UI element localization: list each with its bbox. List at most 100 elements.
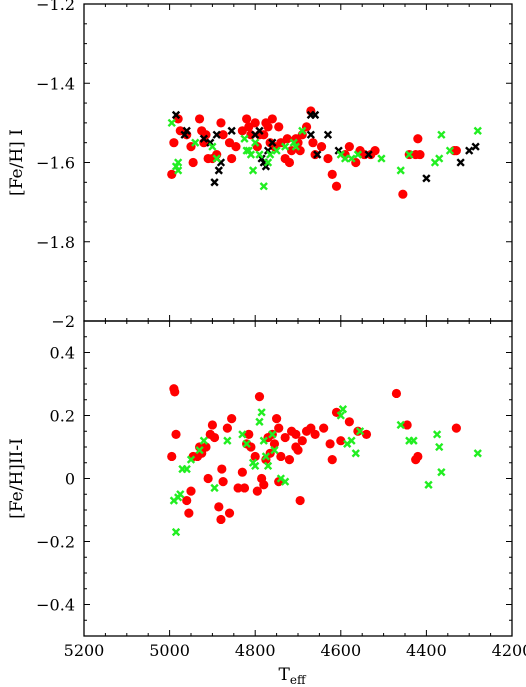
bottom-point-cross bbox=[257, 408, 266, 417]
top-cross-stroke bbox=[473, 126, 482, 135]
bottom-cross-stroke bbox=[347, 436, 356, 445]
top-point-cross bbox=[266, 150, 275, 159]
top-point-cross bbox=[353, 150, 363, 159]
bottom-y-axis-title: [Fe/H]II-I bbox=[7, 438, 27, 519]
bottom-point-cross bbox=[176, 490, 185, 499]
top-point-cross bbox=[174, 166, 183, 175]
top-point-cross bbox=[298, 126, 307, 135]
top-cross-stroke bbox=[240, 134, 249, 143]
top-point-cross bbox=[212, 130, 221, 139]
top-point-circle bbox=[284, 157, 295, 168]
top-cross-stroke bbox=[353, 150, 363, 159]
top-cross-stroke bbox=[180, 130, 189, 139]
bottom-point-circle bbox=[171, 429, 181, 439]
bottom-point-circle bbox=[254, 392, 265, 402]
bottom-point-cross bbox=[255, 417, 264, 426]
bottom-cross-stroke bbox=[351, 449, 360, 458]
top-point-circle bbox=[250, 118, 260, 128]
top-point-cross bbox=[261, 162, 271, 171]
bottom-point-circle bbox=[274, 423, 284, 433]
top-cross-stroke bbox=[289, 138, 298, 147]
top-cross-stroke bbox=[334, 146, 343, 155]
bottom-point-cross bbox=[347, 436, 356, 445]
top-cross-stroke bbox=[251, 138, 260, 147]
top-cross-stroke bbox=[465, 146, 474, 155]
top-point-cross bbox=[445, 146, 455, 155]
top-point-cross bbox=[456, 158, 465, 167]
bottom-point-cross bbox=[355, 427, 365, 436]
bottom-point-cross bbox=[195, 446, 204, 455]
bottom-point-circle bbox=[207, 420, 217, 430]
bottom-cross-stroke bbox=[409, 436, 418, 445]
bottom-point-circle bbox=[291, 429, 301, 439]
bottom-point-circle bbox=[201, 442, 211, 452]
top-y-tick-label: −2 bbox=[51, 312, 75, 331]
bottom-cross-stroke bbox=[176, 490, 185, 499]
top-cross-stroke bbox=[272, 146, 281, 155]
bottom-point-cross bbox=[182, 464, 191, 474]
bottom-point-cross bbox=[432, 430, 442, 439]
bottom-x-tick-label: 5000 bbox=[149, 641, 190, 660]
bottom-point-circle bbox=[391, 388, 402, 399]
top-cross-stroke bbox=[323, 130, 333, 139]
bottom-cross-stroke bbox=[432, 430, 442, 439]
top-cross-stroke bbox=[244, 146, 253, 155]
bottom-point-cross bbox=[281, 477, 290, 486]
top-point-circle bbox=[227, 153, 237, 164]
top-cross-stroke bbox=[171, 110, 181, 120]
top-point-cross bbox=[259, 182, 268, 191]
bottom-panel: 0.4 0.2 0 −0.2 −0.4 5200 5000 4800 4600 4400 4200 [… bbox=[7, 320, 526, 687]
top-y-tick-label: −1.4 bbox=[36, 74, 75, 93]
top-point-cross bbox=[210, 178, 219, 187]
bottom-y-tick-label: −0.2 bbox=[36, 533, 75, 552]
top-cross-stroke bbox=[377, 154, 386, 163]
bottom-point-circle bbox=[170, 387, 180, 397]
top-point-cross bbox=[206, 138, 215, 147]
bottom-cross-stroke bbox=[437, 468, 446, 477]
bottom-point-cross bbox=[338, 405, 348, 414]
top-cross-stroke bbox=[347, 154, 356, 163]
bottom-point-cross bbox=[238, 430, 247, 439]
top-cross-stroke bbox=[257, 154, 266, 163]
bottom-point-cross bbox=[263, 461, 273, 471]
bottom-cross-stroke bbox=[255, 417, 264, 426]
top-point-cross bbox=[465, 146, 474, 155]
top-point-cross bbox=[180, 130, 189, 139]
bottom-point-circle bbox=[284, 455, 295, 465]
top-cross-stroke bbox=[445, 146, 455, 155]
top-point-cross bbox=[310, 110, 320, 120]
top-cross-stroke bbox=[268, 138, 277, 147]
top-point-cross bbox=[214, 166, 223, 175]
top-cross-stroke bbox=[259, 182, 268, 191]
top-point-circle bbox=[218, 130, 228, 140]
bottom-cross-stroke bbox=[186, 455, 196, 464]
top-cross-stroke bbox=[313, 150, 322, 159]
top-point-circle bbox=[327, 169, 337, 179]
top-cross-stroke bbox=[210, 178, 219, 187]
top-cross-stroke bbox=[471, 142, 480, 151]
bottom-cross-stroke bbox=[242, 439, 251, 448]
bottom-point-cross bbox=[259, 436, 268, 445]
bottom-point-circle bbox=[276, 451, 286, 462]
top-point-circle bbox=[242, 114, 252, 124]
bottom-point-circle bbox=[209, 432, 220, 443]
top-point-cross bbox=[334, 146, 343, 155]
bottom-cross-stroke bbox=[223, 436, 232, 445]
top-cross-stroke bbox=[405, 150, 414, 159]
bottom-x-tick-label: 4200 bbox=[492, 641, 526, 660]
bottom-cross-stroke bbox=[263, 461, 273, 471]
bottom-cross-stroke bbox=[424, 480, 433, 489]
top-cross-stroke bbox=[242, 146, 251, 155]
top-point-circle bbox=[194, 114, 205, 124]
bottom-cross-stroke bbox=[210, 483, 219, 493]
top-point-circle bbox=[274, 122, 284, 132]
top-cross-stroke bbox=[212, 130, 221, 139]
top-point-cross bbox=[272, 146, 281, 155]
bottom-point-circle bbox=[310, 429, 320, 439]
top-point-circle bbox=[169, 138, 179, 148]
bottom-point-circle bbox=[319, 423, 329, 433]
bottom-cross-stroke bbox=[338, 405, 348, 414]
top-point-circle bbox=[231, 142, 241, 152]
bottom-cross-stroke bbox=[281, 477, 290, 486]
bottom-point-cross bbox=[473, 449, 482, 458]
